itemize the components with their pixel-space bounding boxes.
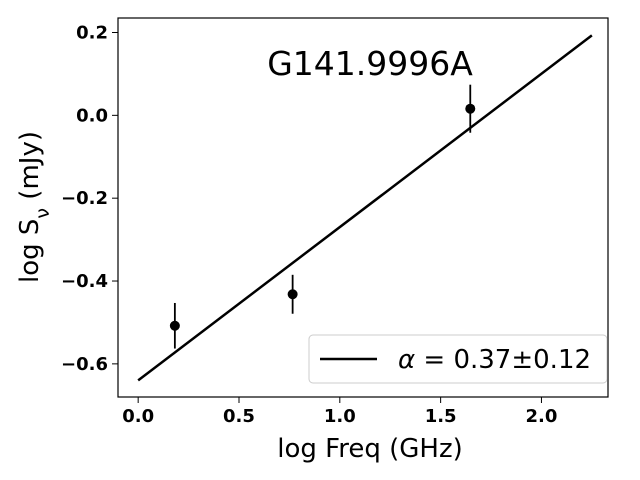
fit-line (137, 34, 593, 382)
y-tick-label: 0.2 (76, 22, 108, 43)
y-tick-label: −0.4 (61, 271, 108, 292)
y-tick-label: −0.6 (61, 354, 108, 375)
plot-area: 0.0 0.5 1.0 1.5 2.0 −0.6 −0.4 −0.2 0.0 0.2 (61, 17, 609, 427)
x-tick-label: 0.0 (122, 406, 154, 427)
y-tick-label: −0.2 (61, 188, 108, 209)
legend-box (308, 334, 608, 384)
x-tick-label: 2.0 (526, 406, 558, 427)
data-point (287, 289, 298, 300)
x-tick-label: 1.0 (324, 406, 356, 427)
x-tick-label: 0.5 (223, 406, 255, 427)
plot-frame (117, 17, 609, 398)
y-axis-label: log Sν (mJy) (15, 131, 54, 283)
legend-label: α = 0.37±0.12 (398, 345, 591, 375)
data-point (465, 103, 476, 114)
x-tick-label: 1.5 (425, 406, 457, 427)
legend: α = 0.37±0.12 (308, 334, 608, 384)
data-point (169, 320, 180, 331)
x-axis-label: log Freq (GHz) (277, 434, 462, 464)
chart-title: G141.9996A (267, 44, 473, 83)
y-tick-label: 0.0 (76, 105, 108, 126)
